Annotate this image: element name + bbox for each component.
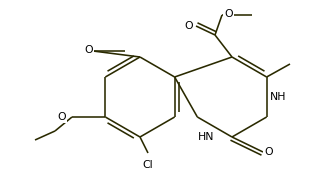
- Text: O: O: [264, 147, 273, 157]
- Text: O: O: [57, 112, 66, 122]
- Text: O: O: [224, 9, 233, 19]
- Text: HN: HN: [197, 132, 214, 142]
- Text: NH: NH: [270, 92, 286, 102]
- Text: Cl: Cl: [143, 160, 153, 170]
- Text: O: O: [84, 45, 93, 55]
- Text: O: O: [184, 21, 193, 31]
